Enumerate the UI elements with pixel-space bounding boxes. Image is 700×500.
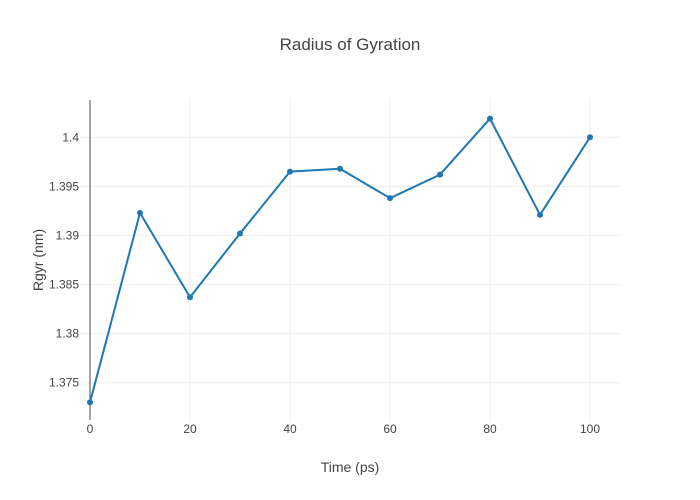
y-tick-label: 1.375: [49, 376, 79, 390]
x-tick-label: 60: [383, 422, 397, 436]
data-point[interactable]: [87, 399, 93, 406]
data-point[interactable]: [187, 294, 193, 301]
x-tick-label: 100: [580, 422, 600, 436]
x-axis-title: Time (ps): [321, 459, 380, 475]
y-axis-tick-labels: 1.375 1.38 1.385 1.39 1.395 1.4: [49, 130, 79, 389]
data-point[interactable]: [487, 115, 493, 122]
data-point[interactable]: [137, 209, 143, 216]
data-point[interactable]: [587, 134, 593, 141]
data-point[interactable]: [437, 171, 443, 178]
y-tick-label: 1.4: [62, 130, 79, 144]
x-tick-label: 80: [483, 422, 497, 436]
data-point[interactable]: [387, 195, 393, 202]
data-point[interactable]: [337, 165, 343, 172]
y-tick-label: 1.38: [56, 327, 80, 341]
y-tick-label: 1.385: [49, 278, 79, 292]
x-axis-tick-labels: 0 20 40 60 80 100: [87, 422, 601, 436]
y-axis-title: Rgyr (nm): [30, 229, 46, 291]
x-gridlines: [89, 100, 591, 420]
plot-area: [80, 100, 620, 420]
x-tick-label: 40: [283, 422, 297, 436]
y-tick-label: 1.395: [49, 179, 79, 193]
series-line: [89, 117, 591, 403]
x-tick-label: 0: [87, 422, 94, 436]
data-point[interactable]: [287, 168, 293, 175]
y-tick-label: 1.39: [56, 228, 80, 242]
chart-title: Radius of Gyration: [280, 35, 421, 54]
y-gridlines: [80, 136, 620, 384]
data-point[interactable]: [237, 230, 243, 237]
data-point[interactable]: [537, 211, 543, 218]
series-layer: [87, 115, 593, 406]
x-tick-label: 20: [183, 422, 197, 436]
